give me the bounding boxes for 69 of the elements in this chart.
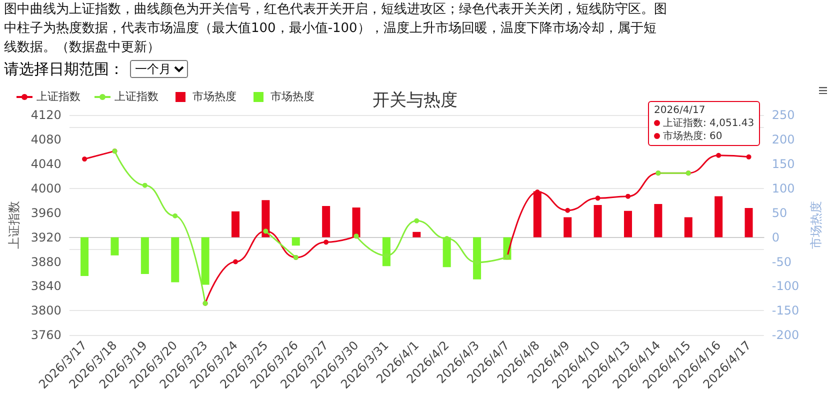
point [172, 213, 178, 218]
bar [352, 207, 360, 238]
y-tick-label: 3920 [30, 230, 62, 244]
legend-label: 市场热度 [270, 90, 314, 103]
bar [201, 237, 210, 285]
y2-tick-label: -150 [772, 304, 800, 318]
point [565, 208, 570, 213]
point [716, 152, 722, 158]
y2-tick-label: -200 [772, 328, 800, 342]
bar [110, 237, 119, 256]
bar [533, 191, 542, 238]
legend-label: 上证指数 [114, 90, 158, 103]
y2-tick-label: 250 [772, 108, 795, 122]
bar [412, 232, 421, 238]
text: 请选择日期范围： [4, 60, 124, 78]
y-tick-label: 4080 [30, 132, 62, 146]
y2-tick-label: 0 [772, 230, 780, 244]
bar [594, 205, 602, 238]
bar [684, 217, 692, 238]
bar [564, 217, 572, 238]
y2-tick-label: 150 [772, 156, 795, 171]
y2-tick-label: 50 [772, 206, 788, 220]
legend-label: 上证指数 [36, 90, 80, 103]
bar [744, 208, 753, 238]
bar [714, 196, 723, 238]
y-tick-label: 4000 [30, 181, 62, 196]
point [746, 154, 752, 160]
bar [624, 210, 632, 238]
annotation: 上证指数: 4,051.43 [663, 118, 754, 129]
y-tick-label: 3800 [30, 304, 62, 318]
y-tick-label: 3840 [30, 279, 62, 294]
point [233, 259, 238, 264]
bar [80, 237, 89, 276]
annotation: 2026/4/17 [654, 105, 706, 116]
y2-tick-label: 100 [772, 181, 795, 196]
point [626, 194, 630, 199]
bar [292, 237, 300, 246]
bar [262, 200, 270, 238]
point [82, 156, 88, 162]
point [444, 236, 450, 242]
y2-axis-title: 市场热度 [809, 201, 823, 250]
text: 图中曲线为上证指数，曲线颜色为开关信号，红色代表开关开启，短线进攻区；绿色代表开关关闭，短线防守区。图中柱子为热度数据，代表市场温度（最大值100，最小值-100），温度上升市场回暖，温度下降市场冷却，属于短线数据。（数据盘中更新） [3, 1, 668, 57]
tooltip-box: 2026/4/17 上证指数: 4,051.43 市场热度: 60 [648, 101, 760, 146]
y2-tick-label: 200 [772, 132, 795, 146]
annotation: 市场热度: 60 [663, 131, 722, 142]
y-tick-label: 3880 [30, 254, 62, 269]
y2-tick-label: -50 [772, 254, 792, 269]
legend-label: 市场热度 [192, 90, 236, 103]
y-tick-label: 3960 [30, 206, 62, 220]
bar [140, 237, 149, 274]
point [384, 253, 389, 258]
bar [322, 206, 330, 238]
bar [473, 237, 482, 280]
y2-tick-label: -100 [772, 279, 800, 294]
y-tick-label: 4120 [30, 108, 62, 122]
chart-title: 开关与热度 [372, 90, 458, 110]
y-tick-label: 3760 [30, 328, 62, 342]
bar [654, 204, 662, 238]
point [324, 240, 329, 245]
bar [442, 237, 451, 268]
point [474, 260, 480, 265]
point [414, 218, 420, 224]
bar [232, 211, 240, 238]
date-range-select: 一个月 [130, 60, 188, 78]
y-axis-title: 上证指数 [7, 201, 21, 250]
y-tick-label: 4040 [30, 156, 62, 171]
point [595, 196, 600, 201]
point [142, 182, 148, 188]
bar [171, 237, 180, 282]
